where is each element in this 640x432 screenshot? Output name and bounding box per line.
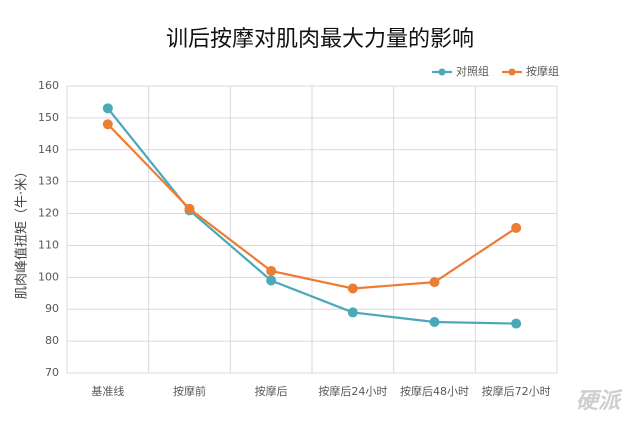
y-axis-label: 肌肉峰值扭矩（牛·米） xyxy=(14,165,30,299)
y-tick-label: 150 xyxy=(38,111,59,124)
y-tick-label: 90 xyxy=(45,302,59,315)
data-point xyxy=(347,283,358,294)
data-point xyxy=(511,222,522,233)
data-point xyxy=(102,119,113,130)
x-tick-label: 按摩后72小时 xyxy=(482,384,551,398)
y-tick-label: 70 xyxy=(45,366,59,379)
data-point xyxy=(102,103,113,114)
data-point xyxy=(266,265,277,276)
x-tick-label: 按摩后48小时 xyxy=(400,384,469,398)
data-point xyxy=(511,318,522,329)
y-tick-label: 80 xyxy=(45,334,59,347)
data-point xyxy=(429,277,440,288)
data-point xyxy=(184,203,195,214)
series-line xyxy=(107,123,517,290)
x-tick-label: 基准线 xyxy=(91,384,124,398)
chart-title: 训后按摩对肌肉最大力量的影响 xyxy=(166,27,474,52)
legend-label: 对照组 xyxy=(456,64,489,78)
y-tick-label: 160 xyxy=(38,79,59,92)
x-tick-label: 按摩后 xyxy=(255,384,288,398)
y-tick-label: 110 xyxy=(38,238,59,251)
y-tick-label: 100 xyxy=(38,270,59,283)
data-point xyxy=(429,316,440,327)
y-tick-label: 140 xyxy=(38,143,59,156)
y-tick-label: 130 xyxy=(38,175,59,188)
data-point xyxy=(347,307,358,318)
x-tick-label: 按摩前 xyxy=(173,384,206,398)
legend-marker xyxy=(438,68,446,76)
legend-marker xyxy=(508,68,516,76)
x-tick-label: 按摩后24小时 xyxy=(318,384,387,398)
legend-label: 按摩组 xyxy=(526,64,559,78)
watermark: 硬派 xyxy=(576,389,623,414)
data-point xyxy=(266,275,277,286)
y-tick-label: 120 xyxy=(38,207,59,220)
